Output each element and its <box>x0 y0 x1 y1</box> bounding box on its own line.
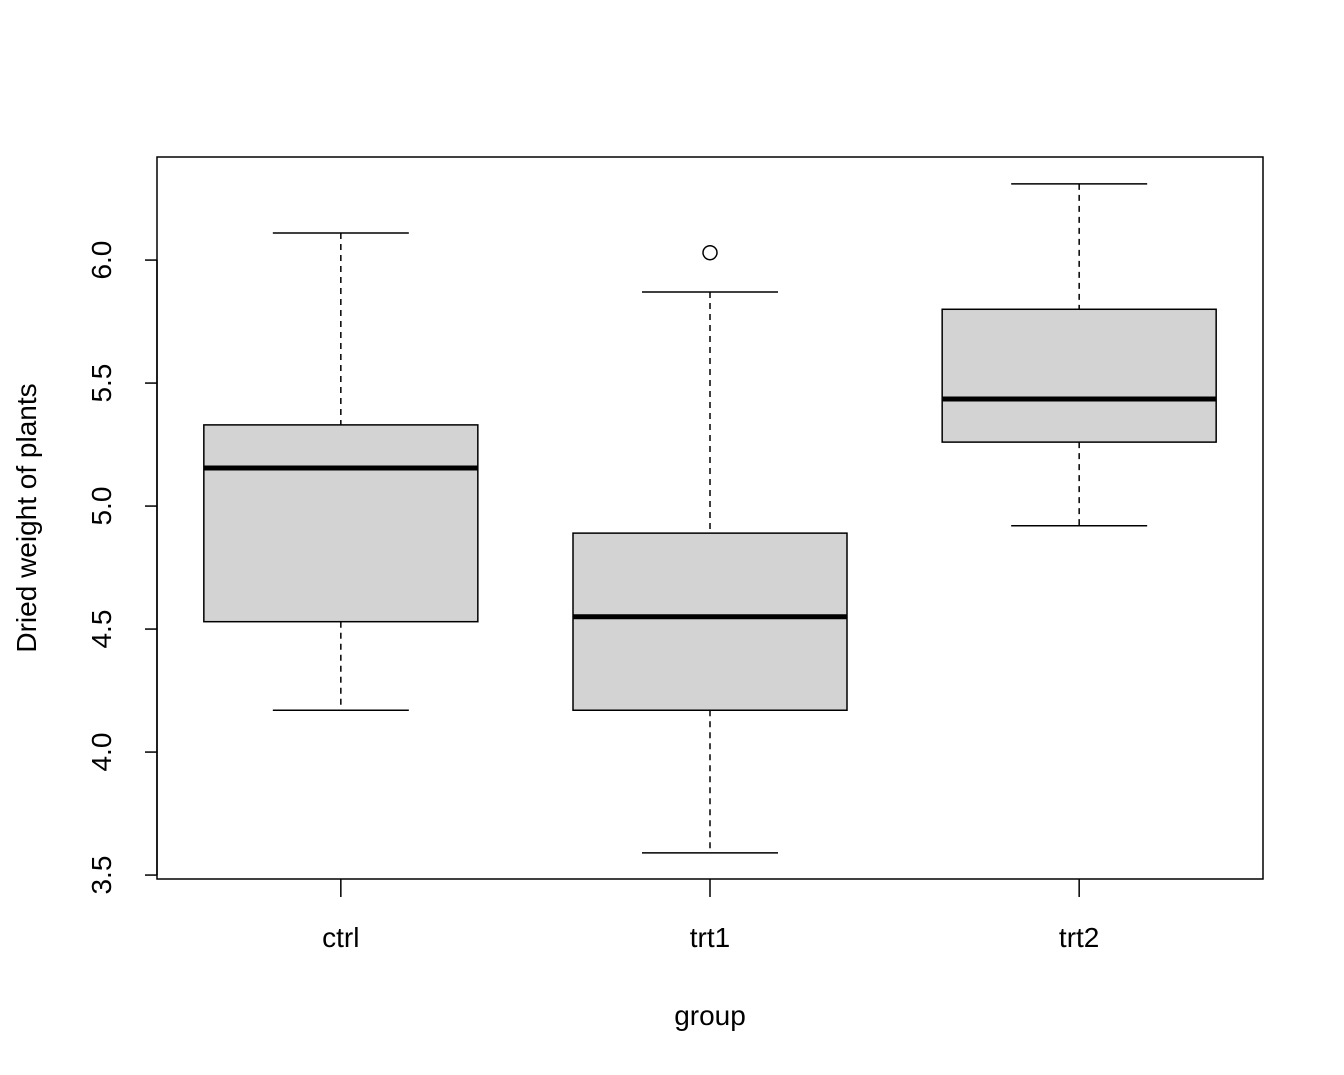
iqr-box <box>572 532 848 711</box>
iqr-box <box>203 424 479 623</box>
x-axis-label: group <box>674 1000 746 1031</box>
x-tick-label: trt2 <box>1059 922 1099 953</box>
y-axis-label: Dried weight of plants <box>11 383 42 652</box>
outlier-point <box>702 244 718 261</box>
x-tick-label: trt1 <box>690 922 730 953</box>
y-tick-label: 5.5 <box>86 364 117 403</box>
y-tick-label: 3.5 <box>86 856 117 895</box>
box-trt1 <box>572 244 848 854</box>
y-tick-label: 4.0 <box>86 733 117 772</box>
iqr-box <box>941 308 1217 443</box>
y-tick-label: 5.0 <box>86 487 117 526</box>
box-trt2 <box>941 183 1217 527</box>
x-tick-label: ctrl <box>322 922 359 953</box>
box-ctrl <box>203 232 479 711</box>
y-tick-label: 4.5 <box>86 610 117 649</box>
y-tick-label: 6.0 <box>86 241 117 280</box>
